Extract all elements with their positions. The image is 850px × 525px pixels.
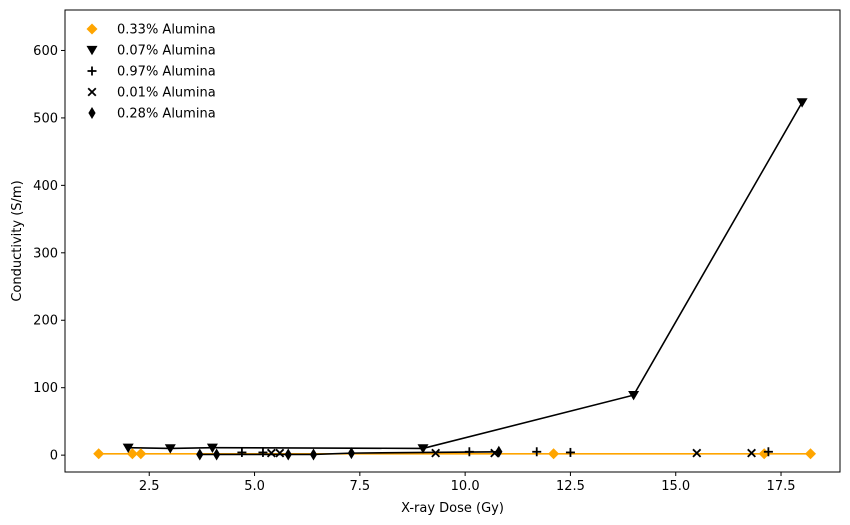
data-point: [164, 444, 176, 454]
y-tick-label: 400: [33, 179, 58, 194]
legend-item: 0.28% Alumina: [88, 107, 216, 122]
x-tick-label: 10.0: [451, 479, 480, 494]
data-point: [122, 443, 134, 453]
y-tick-label: 300: [33, 246, 58, 261]
marker-x-b: [431, 448, 441, 458]
y-axis: 0 100 200 300 400 500 600: [33, 44, 65, 464]
series-markers: [93, 98, 817, 461]
legend-label: 0.97% Alumina: [117, 65, 216, 80]
data-point: [417, 444, 429, 454]
marker-x-b: [266, 448, 276, 458]
legend-item: 0.01% Alumina: [87, 86, 216, 101]
x-tick-label: 5.0: [244, 479, 265, 494]
data-point: [532, 447, 542, 457]
legend-item: 0.07% Alumina: [86, 44, 216, 59]
legend-item: 0.33% Alumina: [86, 23, 216, 38]
x-tick-label: 12.5: [556, 479, 585, 494]
data-point: [464, 447, 474, 457]
data-point: [495, 445, 503, 458]
data-point: [196, 448, 204, 461]
legend-label: 0.33% Alumina: [117, 23, 216, 38]
x-tick-label: 2.5: [139, 479, 160, 494]
data-point: [213, 448, 221, 461]
data-point: [258, 447, 268, 457]
legend-item: 0.97% Alumina: [87, 65, 216, 80]
x-tick-label: 15.0: [661, 479, 690, 494]
data-point: [628, 390, 640, 401]
x-tick-label: 7.5: [349, 479, 370, 494]
data-point: [747, 448, 756, 458]
legend: 0.33% Alumina 0.07% Alumina 0.97% Alumina 0…: [86, 23, 216, 122]
y-tick-label: 0: [50, 449, 58, 464]
legend-label: 0.07% Alumina: [117, 44, 216, 59]
data-point: [796, 98, 808, 108]
y-tick-label: 100: [33, 381, 58, 396]
data-point: [93, 448, 105, 460]
data-point: [275, 448, 285, 458]
marker-triangle-down: [86, 45, 98, 56]
data-point: [347, 447, 356, 460]
data-point: [565, 447, 575, 457]
marker-thin-diamond: [88, 107, 96, 119]
data-point: [135, 448, 147, 460]
marker-diamond: [86, 23, 98, 35]
marker-x-b: [747, 448, 756, 458]
marker-plus: [87, 66, 97, 76]
data-point: [763, 447, 773, 457]
marker-x: [87, 87, 97, 97]
series-line-1: [128, 102, 803, 450]
data-point: [805, 448, 817, 460]
data-point: [266, 448, 276, 458]
data-point: [284, 448, 292, 461]
x-axis: 2.5 5.0 7.5 10.0 12.5 15.0 17.5: [139, 472, 796, 494]
data-point: [206, 443, 218, 453]
legend-label: 0.28% Alumina: [117, 107, 216, 122]
y-tick-label: 500: [33, 111, 58, 126]
x-tick-label: 17.5: [767, 479, 796, 494]
marker-x-b: [692, 448, 702, 458]
data-point: [126, 448, 138, 460]
y-axis-label: Conductivity (S/m): [10, 180, 25, 301]
data-point: [692, 448, 702, 458]
data-point: [309, 448, 318, 461]
data-point: [237, 447, 247, 457]
y-tick-label: 200: [33, 314, 58, 329]
x-axis-label: X-ray Dose (Gy): [401, 501, 504, 516]
legend-label: 0.01% Alumina: [117, 86, 216, 101]
data-point: [548, 448, 560, 460]
data-point: [431, 448, 441, 458]
y-tick-label: 600: [33, 44, 58, 59]
marker-x-b: [87, 87, 97, 97]
plot-area-frame: [64, 9, 841, 473]
marker-x-b: [275, 448, 285, 458]
